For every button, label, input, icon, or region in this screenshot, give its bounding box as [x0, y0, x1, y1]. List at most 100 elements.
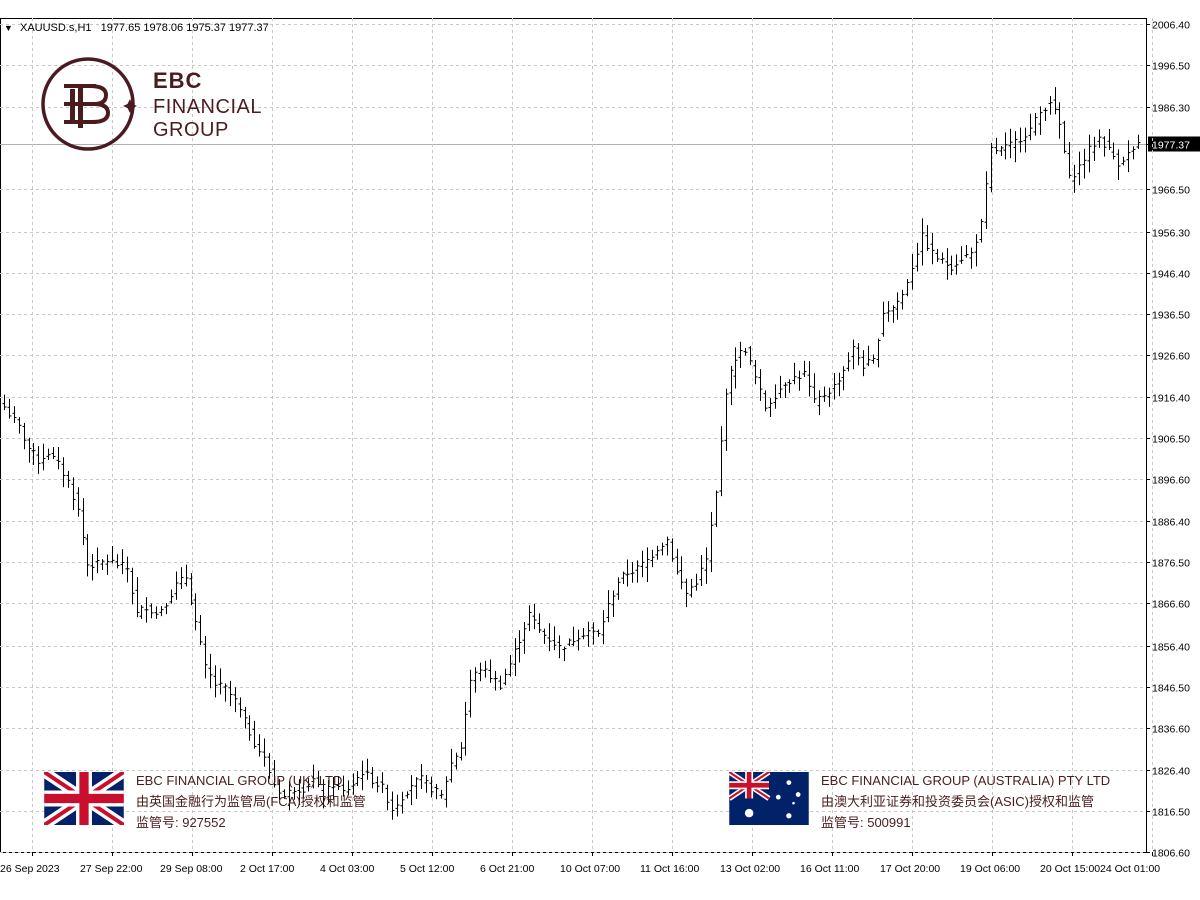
y-tick-label: 1946.40 — [1152, 269, 1190, 281]
ohlc-bar — [144, 597, 149, 623]
uk-flag-icon — [44, 772, 124, 825]
ohlc-bar — [208, 653, 213, 689]
ohlc-bar — [1048, 96, 1053, 115]
ohlc-bar — [876, 338, 881, 368]
ohlc-bar — [1053, 87, 1058, 115]
ohlc-bar — [1102, 136, 1107, 157]
ohlc-bar — [1038, 106, 1043, 135]
y-tick-label: 1856.40 — [1152, 642, 1190, 654]
x-tick-label: 16 Oct 11:00 — [800, 863, 860, 875]
ohlc-bar — [945, 248, 950, 280]
ohlc-bar — [586, 621, 591, 647]
ohlc-bar — [174, 571, 179, 600]
ohlc-bar — [135, 577, 140, 618]
ohlc-bar — [326, 780, 331, 804]
ohlc-bar — [827, 387, 832, 407]
ohlc-bar — [910, 254, 915, 290]
ohlc-bar — [665, 536, 670, 556]
ohlc-bar — [218, 668, 223, 695]
ohlc-bar — [365, 758, 370, 780]
ohlc-bar — [483, 660, 488, 678]
ohlc-bar — [930, 232, 935, 265]
regulator-au-name: EBC FINANCIAL GROUP (AUSTRALIA) PTY LTD — [821, 773, 1111, 788]
ohlc-bar — [900, 289, 905, 310]
x-tick-label: 11 Oct 16:00 — [640, 863, 700, 875]
ohlc-bar — [508, 654, 513, 677]
y-tick-label: 1816.50 — [1152, 807, 1190, 819]
ohlc-bar — [297, 779, 302, 806]
ohlc-bar — [871, 354, 876, 364]
ohlc-bar — [139, 605, 144, 619]
ohlc-bar — [807, 361, 812, 397]
y-tick-label: 1916.40 — [1152, 393, 1190, 405]
ohlc-bar — [468, 669, 473, 718]
ohlc-bar — [920, 218, 925, 266]
ohlc-bar — [434, 784, 439, 800]
y-tick-label: 1806.60 — [1152, 848, 1190, 860]
x-tick-label: 17 Oct 20:00 — [880, 863, 940, 875]
ohlc-bar — [100, 559, 105, 571]
ohlc-values: 1977.65 1978.06 1975.37 1977.37 — [100, 22, 269, 34]
ohlc-bar — [346, 780, 351, 796]
ohlc-bar — [164, 603, 169, 615]
ohlc-bar — [198, 614, 203, 646]
ohlc-bar — [792, 362, 797, 385]
ohlc-bar — [498, 675, 503, 690]
ohlc-bar — [822, 386, 827, 402]
ohlc-bar — [753, 359, 758, 385]
ohlc-bar — [979, 218, 984, 243]
ohlc-bar — [503, 668, 508, 686]
ohlc-bar — [370, 767, 375, 789]
ohlc-bar — [213, 665, 218, 698]
ohlc-bar — [1018, 127, 1023, 153]
y-tick-label: 1956.30 — [1152, 228, 1190, 240]
ohlc-bar — [1126, 140, 1131, 173]
regulator-uk-authority: 由英国金融行为监管局(FCA)授权和监管 — [136, 794, 366, 809]
ohlc-bar — [733, 347, 738, 389]
ohlc-bar — [999, 145, 1004, 157]
ohlc-bar — [989, 142, 994, 193]
ohlc-bar — [935, 248, 940, 262]
logo-line-1: EBC — [153, 68, 203, 93]
x-tick-label: 24 Oct 01:00 — [1100, 863, 1160, 875]
regulator-au-authority: 由澳大利亚证券和投资委员会(ASIC)授权和监管 — [821, 794, 1095, 809]
ohlc-bar — [1057, 102, 1062, 139]
ohlc-bar — [974, 234, 979, 267]
ohlc-bar — [621, 571, 626, 585]
ohlc-bar — [763, 390, 768, 412]
ohlc-bar — [841, 366, 846, 391]
y-tick-label: 1926.60 — [1152, 351, 1190, 363]
ohlc-bar — [71, 477, 76, 511]
ohlc-bar — [267, 753, 272, 779]
ohlc-bar — [895, 292, 900, 320]
logo-line-3: GROUP — [153, 119, 229, 141]
ohlc-bar — [81, 498, 86, 546]
ohlc-bar — [738, 341, 743, 368]
ohlc-bar — [699, 554, 704, 587]
ohlc-bar — [635, 560, 640, 583]
ohlc-bar — [90, 553, 95, 581]
ohlc-bar — [46, 448, 51, 461]
ohlc-bar — [355, 770, 360, 787]
ohlc-bar — [405, 791, 410, 799]
ohlc-bar — [493, 670, 498, 691]
ohlc-bar — [189, 573, 194, 606]
ohlc-bar — [557, 635, 562, 659]
ohlc-bar — [223, 683, 228, 702]
ohlc-bar — [105, 554, 110, 575]
ohlc-bar — [709, 512, 714, 573]
ohlc-bar — [846, 352, 851, 372]
ohlc-bar — [660, 542, 665, 556]
ohlc-bar — [311, 764, 316, 789]
ohlc-bar — [517, 630, 522, 663]
triangle-down-icon[interactable]: ▼ — [4, 23, 13, 33]
ohlc-bar — [748, 346, 753, 366]
ohlc-bar — [414, 777, 419, 799]
symbol-label: XAUUSD.s,H1 — [19, 22, 92, 34]
ohlc-bar — [940, 252, 945, 264]
logo-line-2: FINANCIAL — [153, 96, 262, 118]
ohlc-bar — [650, 549, 655, 568]
regulator-australia: EBC FINANCIAL GROUP (AUSTRALIA) PTY LTD … — [729, 770, 1189, 830]
